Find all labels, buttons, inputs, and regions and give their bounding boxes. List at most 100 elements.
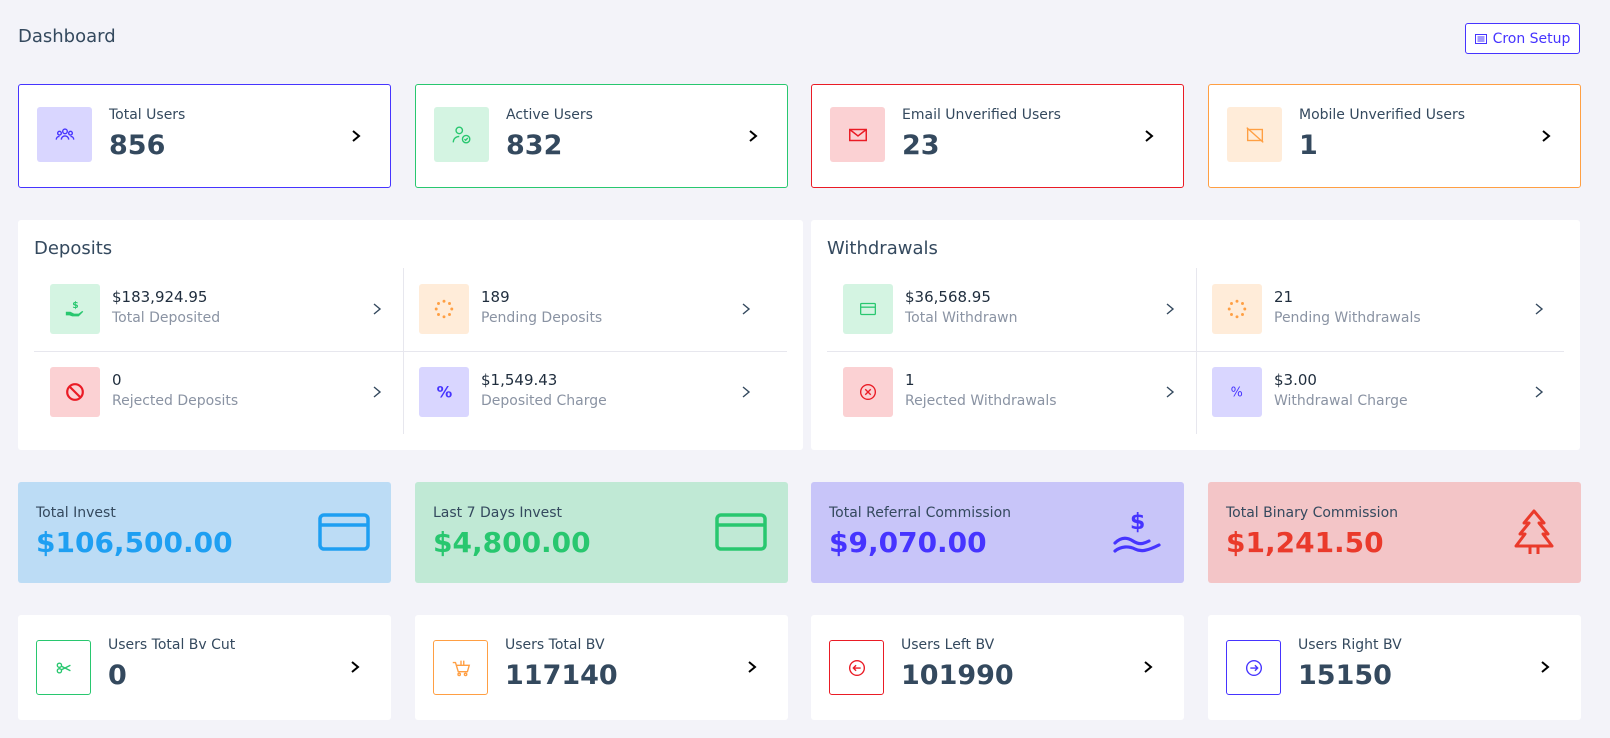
- withdrawal-label: Withdrawal Charge: [1274, 393, 1408, 409]
- deposit-value: $1,549.43: [481, 371, 558, 389]
- withdrawal-charge-item[interactable]: % $3.00 Withdrawal Charge: [1196, 351, 1565, 434]
- deposited-charge-item[interactable]: % $1,549.43 Deposited Charge: [403, 351, 772, 434]
- invest-label: Total Invest: [36, 505, 116, 521]
- withdrawal-label: Pending Withdrawals: [1274, 310, 1421, 326]
- rejected-deposits-item[interactable]: 0 Rejected Deposits: [34, 351, 403, 434]
- scissors-icon: [36, 640, 91, 695]
- deposit-value: 189: [481, 288, 510, 306]
- chevron-right-icon: [742, 386, 751, 398]
- percent-icon: %: [1212, 367, 1262, 417]
- stat-value: 23: [902, 130, 940, 161]
- total-users-card[interactable]: Total Users 856: [18, 84, 391, 188]
- chevron-right-icon: [1542, 130, 1551, 142]
- chevron-right-icon: [1166, 386, 1175, 398]
- chevron-right-icon: [1541, 661, 1550, 673]
- envelope-icon: [830, 107, 885, 162]
- total-invest-card: Total Invest $106,500.00: [18, 482, 391, 583]
- list-icon: [1474, 33, 1487, 44]
- bv-value: 0: [108, 660, 127, 691]
- chevron-right-icon: [351, 661, 360, 673]
- binary-commission-card: Total Binary Commission $1,241.50: [1208, 482, 1581, 583]
- rejected-withdrawals-item[interactable]: 1 Rejected Withdrawals: [827, 351, 1196, 434]
- deposit-label: Total Deposited: [112, 310, 221, 326]
- bv-value: 15150: [1298, 660, 1392, 691]
- chevron-right-icon: [1535, 386, 1544, 398]
- total-deposited-item[interactable]: $ $183,924.95 Total Deposited: [34, 268, 403, 351]
- stat-label: Mobile Unverified Users: [1299, 107, 1466, 123]
- deposit-label: Deposited Charge: [481, 393, 607, 409]
- withdrawal-value: 21: [1274, 288, 1294, 306]
- invest-label: Last 7 Days Invest: [433, 505, 563, 521]
- chevron-right-icon: [1145, 130, 1154, 142]
- last-7-days-invest-card: Last 7 Days Invest $4,800.00: [415, 482, 788, 583]
- pending-deposits-item[interactable]: 189 Pending Deposits: [403, 268, 772, 351]
- withdrawal-value: $3.00: [1274, 371, 1317, 389]
- chevron-right-icon: [1535, 303, 1544, 315]
- left-bv-card[interactable]: Users Left BV 101990: [811, 615, 1184, 720]
- pending-withdrawals-item[interactable]: 21 Pending Withdrawals: [1196, 268, 1565, 351]
- bv-label: Users Total BV: [505, 637, 605, 653]
- users-group-icon: [37, 107, 92, 162]
- stat-label: Total Users: [109, 107, 186, 123]
- deposits-panel: Deposits $ $183,924.95 Total Deposited 1…: [18, 220, 803, 450]
- deposit-value: 0: [112, 371, 122, 389]
- total-bv-card[interactable]: Users Total BV 117140: [415, 615, 788, 720]
- cron-setup-label: Cron Setup: [1492, 30, 1571, 47]
- chevron-right-icon: [373, 386, 382, 398]
- chevron-right-icon: [352, 130, 361, 142]
- divider: [1196, 268, 1197, 434]
- total-withdrawn-item[interactable]: $36,568.95 Total Withdrawn: [827, 268, 1196, 351]
- credit-card-icon: [318, 513, 370, 551]
- svg-text:%: %: [437, 384, 453, 402]
- deposit-label: Rejected Deposits: [112, 393, 239, 409]
- bv-label: Users Left BV: [901, 637, 995, 653]
- invest-label: Total Binary Commission: [1226, 505, 1399, 521]
- mobile-unverified-card[interactable]: Mobile Unverified Users 1: [1208, 84, 1581, 188]
- invest-value: $1,241.50: [1226, 526, 1384, 559]
- chevron-right-icon: [742, 303, 751, 315]
- divider: [34, 351, 787, 352]
- bv-label: Users Right BV: [1298, 637, 1402, 653]
- card-icon: [843, 284, 893, 334]
- deposits-title: Deposits: [34, 238, 113, 259]
- cron-setup-button[interactable]: Cron Setup: [1465, 23, 1580, 54]
- svg-text:$: $: [1130, 510, 1145, 535]
- bv-label: Users Total Bv Cut: [108, 637, 236, 653]
- stat-value: 856: [109, 130, 166, 161]
- spinner-icon: [1212, 284, 1262, 334]
- times-circle-icon: [843, 367, 893, 417]
- chevron-right-icon: [748, 661, 757, 673]
- mobile-slash-icon: [1227, 107, 1282, 162]
- percent-icon: %: [419, 367, 469, 417]
- ban-icon: [50, 367, 100, 417]
- chevron-right-icon: [1144, 661, 1153, 673]
- invest-value: $106,500.00: [36, 526, 233, 559]
- svg-text:%: %: [1231, 386, 1243, 401]
- invest-label: Total Referral Commission: [829, 505, 1012, 521]
- arrow-left-circle-icon: [829, 640, 884, 695]
- deposit-value: $183,924.95: [112, 288, 208, 306]
- withdrawals-title: Withdrawals: [827, 238, 938, 259]
- bv-value: 117140: [505, 660, 618, 691]
- bv-cut-card[interactable]: Users Total Bv Cut 0: [18, 615, 391, 720]
- hand-dollar-icon: $: [50, 284, 100, 334]
- stat-label: Active Users: [506, 107, 593, 123]
- hand-holding-dollar-icon: $: [1113, 510, 1161, 553]
- chevron-right-icon: [749, 130, 758, 142]
- withdrawal-label: Rejected Withdrawals: [905, 393, 1057, 409]
- chevron-right-icon: [1166, 303, 1175, 315]
- withdrawals-panel: Withdrawals $36,568.95 Total Withdrawn 2…: [811, 220, 1580, 450]
- arrow-right-circle-icon: [1226, 640, 1281, 695]
- cart-icon: [433, 640, 488, 695]
- bv-value: 101990: [901, 660, 1014, 691]
- email-unverified-card[interactable]: Email Unverified Users 23: [811, 84, 1184, 188]
- deposit-label: Pending Deposits: [481, 310, 603, 326]
- referral-commission-card: Total Referral Commission $9,070.00 $: [811, 482, 1184, 583]
- tree-icon: [1514, 509, 1554, 554]
- stat-value: 1: [1299, 130, 1318, 161]
- spinner-icon: [419, 284, 469, 334]
- active-users-card[interactable]: Active Users 832: [415, 84, 788, 188]
- right-bv-card[interactable]: Users Right BV 15150: [1208, 615, 1581, 720]
- withdrawal-value: 1: [905, 371, 915, 389]
- svg-text:$: $: [72, 300, 78, 311]
